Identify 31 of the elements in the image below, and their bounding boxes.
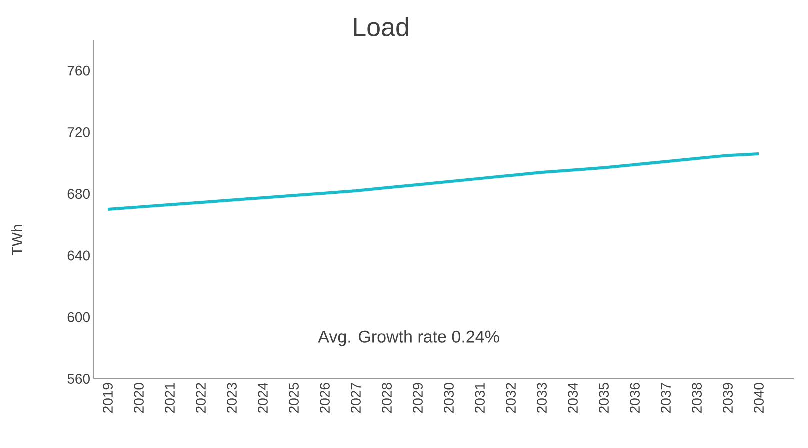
y-tick-label: 560 [68, 374, 90, 384]
x-tick-label: 2037 [661, 383, 671, 413]
y-axis-title: TWh [12, 225, 22, 256]
x-tick-label: 2022 [196, 383, 206, 413]
x-tick-label: 2038 [692, 383, 702, 413]
x-tick-label: 2031 [475, 383, 485, 413]
y-tick-label: 680 [68, 189, 90, 200]
annotation: Avg. Growth rate 0.24% [318, 330, 500, 346]
x-tick-label: 2029 [413, 383, 423, 413]
x-tick-label: 2025 [289, 383, 299, 413]
x-tick-label: 2033 [537, 383, 547, 413]
x-tick-label: 2039 [723, 383, 733, 413]
x-tick-label: 2026 [320, 383, 330, 413]
x-tick-label: 2021 [165, 383, 175, 413]
x-tick-label: 2040 [754, 383, 764, 413]
x-tick-label: 2020 [134, 383, 144, 413]
x-tick-label: 2027 [351, 383, 361, 413]
chart-title: Load [354, 17, 408, 36]
y-tick-label: 640 [68, 250, 90, 261]
y-tick-label: 600 [68, 312, 90, 322]
x-tick-label: 2028 [382, 383, 392, 413]
x-tick-label: 2036 [630, 383, 640, 413]
x-tick-label: 2035 [599, 383, 609, 413]
x-tick-label: 2023 [227, 383, 237, 413]
x-tick-label: 2034 [568, 382, 578, 413]
x-tick-label: 2024 [258, 382, 268, 413]
x-tick-label: 2032 [506, 383, 516, 413]
y-tick-label: 720 [68, 127, 90, 138]
y-tick-label: 760 [68, 66, 90, 76]
x-tick-label: 2030 [444, 383, 454, 413]
x-tick-label: 2019 [103, 383, 113, 413]
